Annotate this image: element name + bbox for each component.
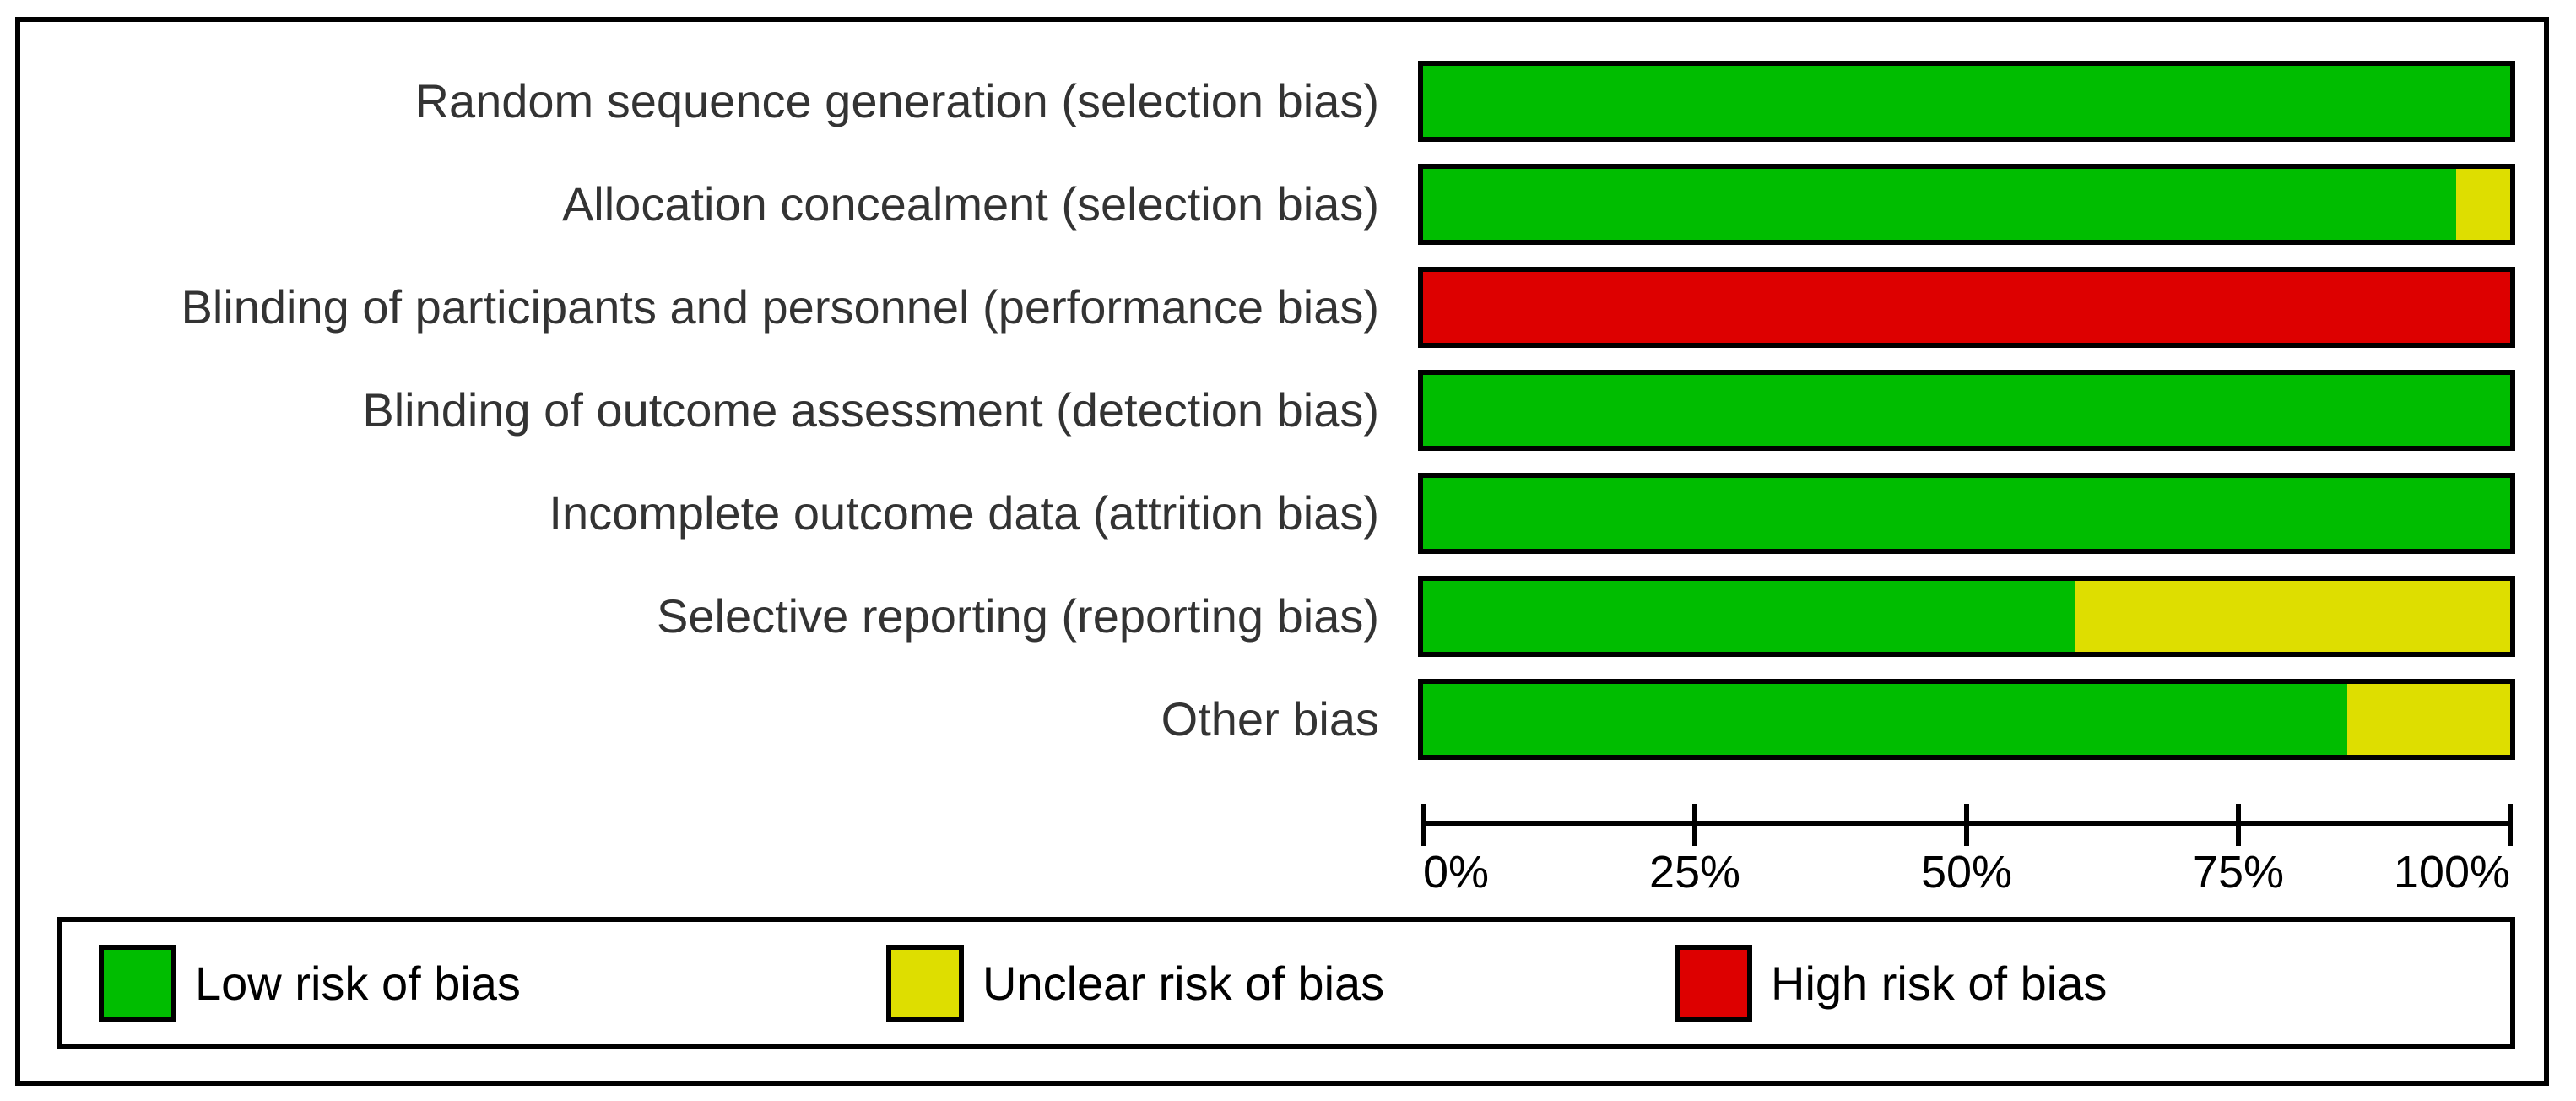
category-label: Blinding of participants and personnel (… (181, 280, 1379, 334)
axis-tick (1421, 804, 1426, 846)
axis-tick-label: 0% (1423, 847, 1490, 898)
bar-segment-low (1423, 684, 2347, 755)
legend-item: Unclear risk of bias (886, 922, 1384, 1044)
legend-swatch (1675, 944, 1752, 1022)
axis-tick (2236, 804, 2241, 846)
axis-tick-label: 75% (2192, 847, 2285, 898)
legend: Low risk of bias Unclear risk of bias High… (57, 917, 2515, 1049)
bar-segment-unclear (2075, 581, 2510, 652)
axis-tick (1964, 804, 1969, 846)
axis-tick-label: 100% (2393, 847, 2510, 898)
legend-label: Unclear risk of bias (982, 957, 1385, 1010)
bar (1418, 164, 2515, 245)
legend-item: High risk of bias (1675, 922, 2107, 1044)
bar-segment-high (1423, 272, 2510, 343)
bar (1418, 370, 2515, 451)
category-label: Selective reporting (reporting bias) (657, 589, 1379, 643)
bar-segment-low (1423, 581, 2075, 652)
axis-tick-label: 25% (1648, 847, 1741, 898)
axis-tick (1692, 804, 1697, 846)
axis-tick (2508, 804, 2513, 846)
bar-segment-low (1423, 375, 2510, 446)
bar-segment-low (1423, 66, 2510, 137)
legend-label: High risk of bias (1771, 957, 2108, 1010)
category-label: Other bias (1161, 692, 1379, 746)
bar (1418, 679, 2515, 760)
category-label: Blinding of outcome assessment (detectio… (362, 383, 1379, 437)
axis-tick-label: 50% (1920, 847, 2013, 898)
legend-swatch (99, 944, 176, 1022)
bar (1418, 61, 2515, 142)
category-label: Allocation concealment (selection bias) (561, 177, 1379, 231)
bar-segment-unclear (2455, 169, 2510, 240)
legend-label: Low risk of bias (195, 957, 521, 1010)
legend-swatch (886, 944, 964, 1022)
bar-segment-low (1423, 478, 2510, 549)
bar-segment-low (1423, 169, 2456, 240)
category-label: Incomplete outcome data (attrition bias) (549, 486, 1379, 540)
bar (1418, 267, 2515, 348)
bar (1418, 473, 2515, 554)
bar (1418, 576, 2515, 657)
category-label: Random sequence generation (selection bi… (414, 74, 1379, 127)
figure-frame (15, 17, 2549, 1086)
bar-segment-unclear (2346, 684, 2510, 755)
legend-item: Low risk of bias (99, 922, 521, 1044)
